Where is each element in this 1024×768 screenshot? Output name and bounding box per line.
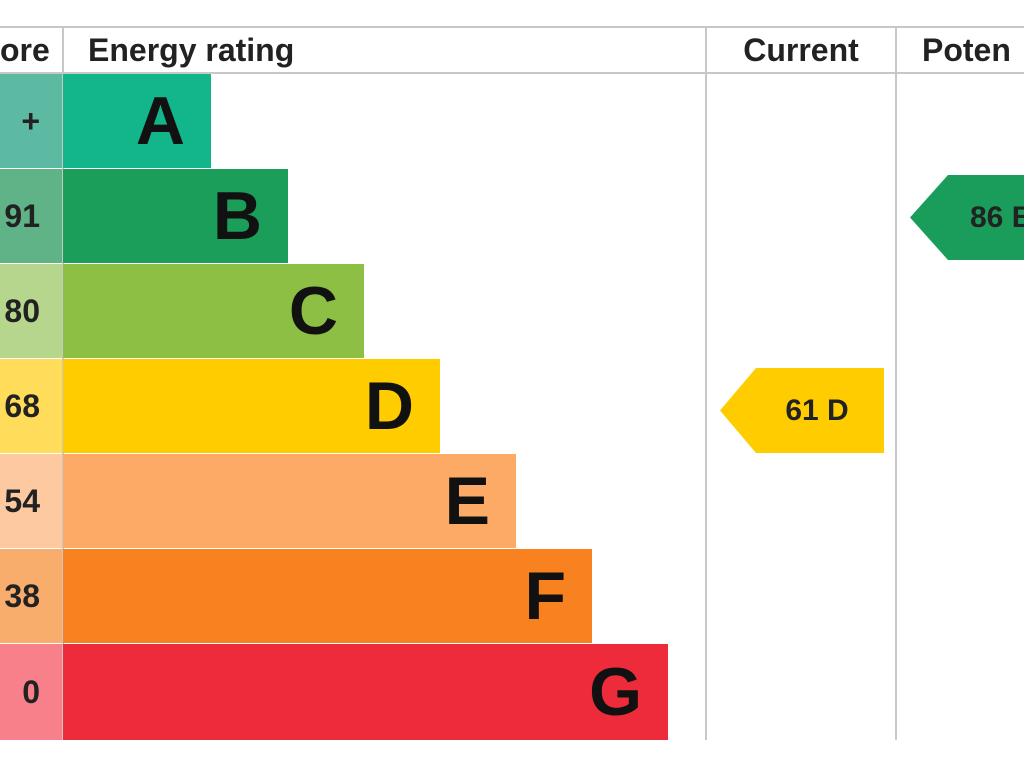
current-label: 61 D [785, 394, 848, 427]
score-range: + [0, 74, 62, 168]
header-border [0, 72, 1024, 74]
potential-label: 86 B [970, 201, 1024, 234]
score-range: 54 [0, 454, 62, 548]
score-range: 68 [0, 359, 62, 453]
top-border [0, 26, 1024, 28]
current-arrow: 61 D [720, 368, 884, 453]
column-divider [705, 28, 707, 740]
potential-header: Poten [922, 32, 1011, 68]
rating-band: A [63, 74, 211, 168]
score-range: 38 [0, 549, 62, 643]
column-divider [895, 28, 897, 740]
rating-band: D [63, 359, 440, 453]
rating-header: Energy rating [88, 32, 295, 68]
rating-band: E [63, 454, 516, 548]
score-range: 0 [0, 644, 62, 740]
rating-band: B [63, 169, 288, 263]
score-range: 80 [0, 264, 62, 358]
rating-band: G [63, 644, 668, 740]
score-range: 91 [0, 169, 62, 263]
potential-arrow: 86 B [910, 175, 1024, 260]
rating-band: F [63, 549, 592, 643]
rating-band: C [63, 264, 364, 358]
current-header: Current [743, 32, 859, 68]
score-header: ore [0, 32, 50, 68]
